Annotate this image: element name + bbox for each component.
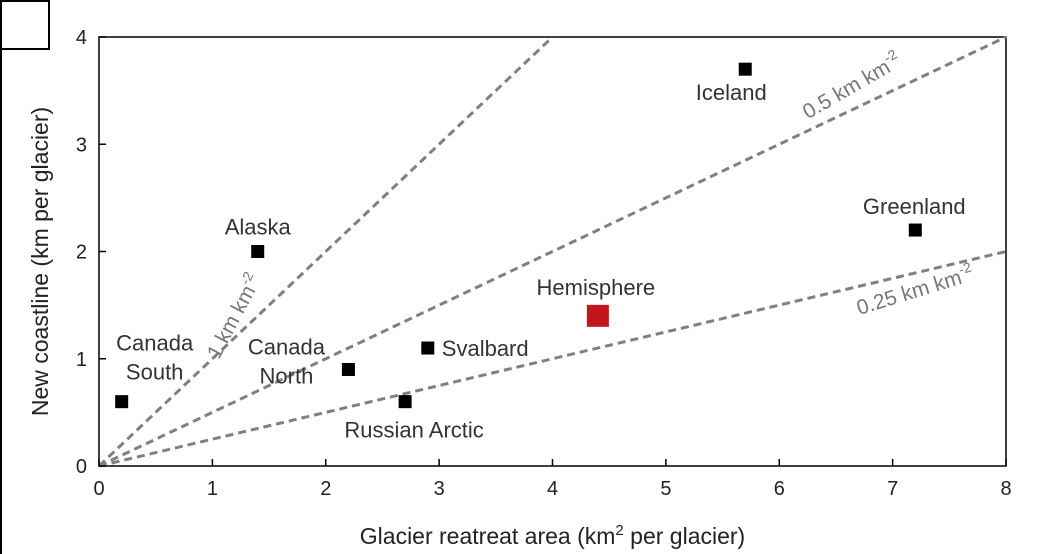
x-tick-label: 4: [547, 478, 558, 500]
point-label-russian-arctic: Russian Arctic: [344, 418, 483, 443]
reference-lines: 1 km km-20.5 km km-20.25 km km-2: [97, 35, 1007, 468]
x-tick-label: 1: [207, 478, 218, 500]
point-label-greenland: Greenland: [863, 194, 966, 219]
x-tick-label: 7: [887, 478, 898, 500]
reference-line-0_5: [98, 35, 1007, 468]
x-tick-label: 2: [320, 478, 331, 500]
x-axis-label: Glacier reatreat area (km2 per glacier): [360, 522, 745, 549]
x-tick-label: 6: [774, 478, 785, 500]
point-label-canada-south: Canada South: [116, 331, 194, 385]
point-canada-south: [115, 395, 129, 409]
point-label-iceland: Iceland: [696, 80, 767, 105]
point-label-hemisphere: Hemisphere: [537, 275, 656, 300]
reference-line-label: 0.25 km km-2: [853, 259, 977, 320]
point-greenland: [908, 223, 922, 237]
y-tick-label: 3: [76, 134, 87, 156]
point-canada-north: [341, 362, 355, 376]
y-axis-label: New coastline (km per glacier): [27, 107, 53, 416]
y-tick-label: 1: [76, 349, 87, 371]
point-labels: Canada South Alaska Canada North Svalbard Russ…: [116, 80, 966, 442]
point-label-canada-north: Canada North: [248, 334, 326, 388]
x-tick-label: 5: [660, 478, 671, 500]
point-label-alaska: Alaska: [225, 215, 292, 240]
reference-line-label: 0.5 km km-2: [797, 46, 905, 124]
point-alaska: [251, 245, 265, 258]
point-russian-arctic: [398, 395, 412, 409]
y-tick-label: 2: [76, 242, 87, 264]
y-tick-label: 0: [76, 456, 87, 478]
panel-letter-box: [0, 0, 50, 50]
point-label-svalbard: Svalbard: [442, 336, 529, 361]
point-hemisphere: [586, 304, 609, 327]
point-iceland: [738, 62, 752, 76]
axis-ticks: 0 1 2 3 4 5 6 7 8 0 1 2 3 4: [76, 27, 1012, 500]
data-points: [115, 62, 922, 409]
point-svalbard: [421, 341, 435, 355]
reference-line-1: [97, 35, 554, 468]
x-tick-label: 3: [434, 478, 445, 500]
x-tick-label: 0: [93, 478, 104, 500]
y-tick-label: 4: [76, 27, 87, 49]
x-tick-label: 8: [1000, 478, 1011, 500]
